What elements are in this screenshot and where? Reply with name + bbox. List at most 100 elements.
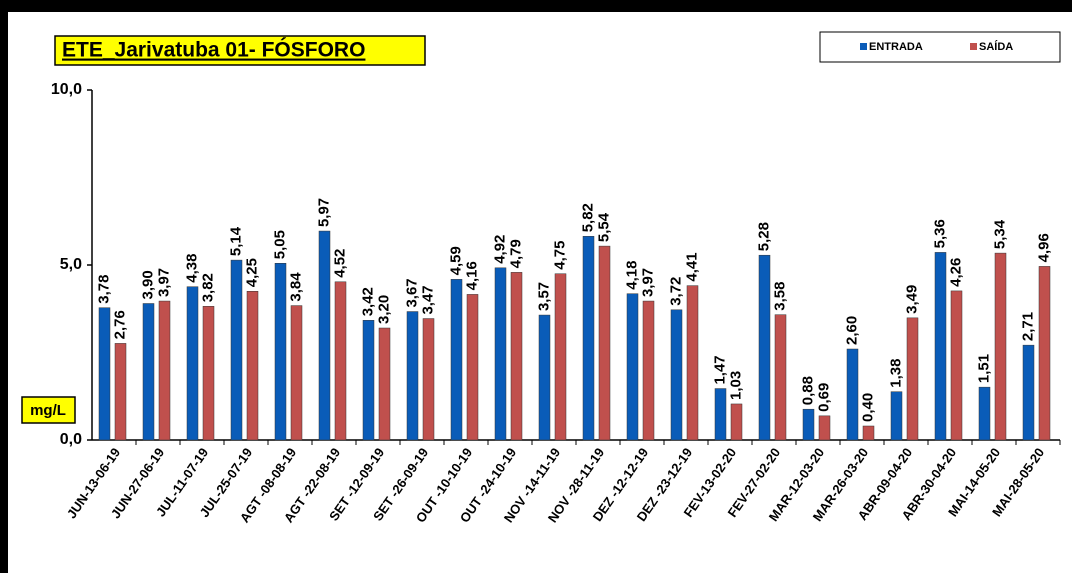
- bar: [202, 306, 215, 441]
- bar: [730, 403, 743, 441]
- value-label: 3,20: [375, 295, 392, 324]
- bar: [114, 343, 127, 441]
- bar: [1022, 344, 1035, 441]
- bar: [1038, 266, 1051, 441]
- value-label: 4,96: [1035, 233, 1052, 262]
- value-label: 4,38: [183, 253, 200, 282]
- bar: [362, 320, 375, 441]
- value-label: 5,97: [315, 198, 332, 227]
- y-axis-label: mg/L: [30, 402, 66, 419]
- value-label: 3,42: [359, 287, 376, 316]
- value-label: 3,97: [155, 268, 172, 297]
- bar: [906, 317, 919, 441]
- value-label: 1,03: [727, 371, 744, 400]
- value-label: 3,97: [639, 268, 656, 297]
- y-tick-label: 10,0: [51, 81, 82, 98]
- bar: [758, 254, 771, 441]
- value-label: 0,69: [815, 383, 832, 412]
- bar: [802, 408, 815, 441]
- value-label: 4,52: [331, 249, 348, 278]
- bar: [950, 290, 963, 441]
- bar: [494, 267, 507, 441]
- value-label: 4,41: [683, 252, 700, 281]
- value-label: 1,47: [711, 355, 728, 384]
- value-label: 0,40: [859, 393, 876, 422]
- value-label: 4,79: [507, 239, 524, 268]
- value-label: 5,28: [755, 222, 772, 251]
- value-label: 3,67: [403, 278, 420, 307]
- value-label: 2,60: [843, 316, 860, 345]
- bar: [406, 311, 419, 441]
- value-label: 3,72: [667, 277, 684, 306]
- legend-swatch: [860, 43, 867, 50]
- bar: [774, 314, 787, 441]
- legend-label: SAÍDA: [979, 40, 1013, 53]
- value-label: 2,76: [111, 310, 128, 339]
- bar: [818, 415, 831, 441]
- bar: [98, 307, 111, 441]
- bar: [582, 236, 595, 441]
- value-label: 4,16: [463, 261, 480, 290]
- frame-top: [0, 0, 1072, 12]
- value-label: 5,05: [271, 230, 288, 259]
- y-label-box: [21, 396, 76, 424]
- value-label: 3,84: [287, 272, 304, 302]
- value-label: 3,82: [199, 273, 216, 302]
- bar: [230, 259, 243, 441]
- value-label: 5,82: [579, 203, 596, 232]
- value-label: 2,71: [1019, 312, 1036, 341]
- bar: [862, 425, 875, 441]
- bar: [598, 245, 611, 441]
- bar: [158, 300, 171, 441]
- bar: [378, 327, 391, 441]
- value-label: 5,54: [595, 212, 612, 242]
- bar: [642, 300, 655, 441]
- y-tick-label: 5,0: [60, 256, 82, 273]
- value-label: 4,59: [447, 246, 464, 275]
- bar: [510, 272, 523, 441]
- bar: [686, 285, 699, 441]
- y-tick-label: 0,0: [60, 431, 82, 448]
- value-label: 0,88: [799, 376, 816, 405]
- bar: [994, 252, 1007, 441]
- bar: [890, 391, 903, 441]
- bar: [554, 273, 567, 441]
- bar: [846, 348, 859, 441]
- value-label: 5,14: [227, 226, 244, 256]
- value-label: 4,26: [947, 258, 964, 287]
- bar: [142, 303, 155, 441]
- bar: [186, 286, 199, 441]
- value-label: 3,58: [771, 281, 788, 310]
- value-label: 3,57: [535, 282, 552, 311]
- value-label: 4,18: [623, 260, 640, 289]
- bar: [290, 305, 303, 441]
- bar: [334, 281, 347, 441]
- bar: [934, 252, 947, 441]
- value-label: 3,78: [95, 274, 112, 303]
- value-label: 1,51: [975, 354, 992, 383]
- bar: [422, 318, 435, 441]
- bar: [246, 291, 259, 441]
- value-label: 1,38: [887, 358, 904, 387]
- bar: [670, 309, 683, 441]
- value-label: 4,75: [551, 241, 568, 270]
- chart-title: ETE_Jarivatuba 01- FÓSFORO: [62, 38, 365, 62]
- title-box: [54, 35, 426, 66]
- legend-label: ENTRADA: [869, 41, 923, 53]
- value-label: 4,92: [491, 235, 508, 264]
- bar: [466, 294, 479, 441]
- value-label: 4,25: [243, 258, 260, 287]
- bar: [978, 386, 991, 441]
- value-label: 3,47: [419, 285, 436, 314]
- bar: [318, 230, 331, 441]
- legend: [819, 31, 1061, 63]
- bar: [450, 279, 463, 441]
- value-label: 3,90: [139, 270, 156, 299]
- value-label: 5,34: [991, 219, 1008, 249]
- value-label: 5,36: [931, 219, 948, 248]
- bar: [274, 263, 287, 441]
- frame-left: [0, 0, 8, 573]
- value-label: 3,49: [903, 285, 920, 314]
